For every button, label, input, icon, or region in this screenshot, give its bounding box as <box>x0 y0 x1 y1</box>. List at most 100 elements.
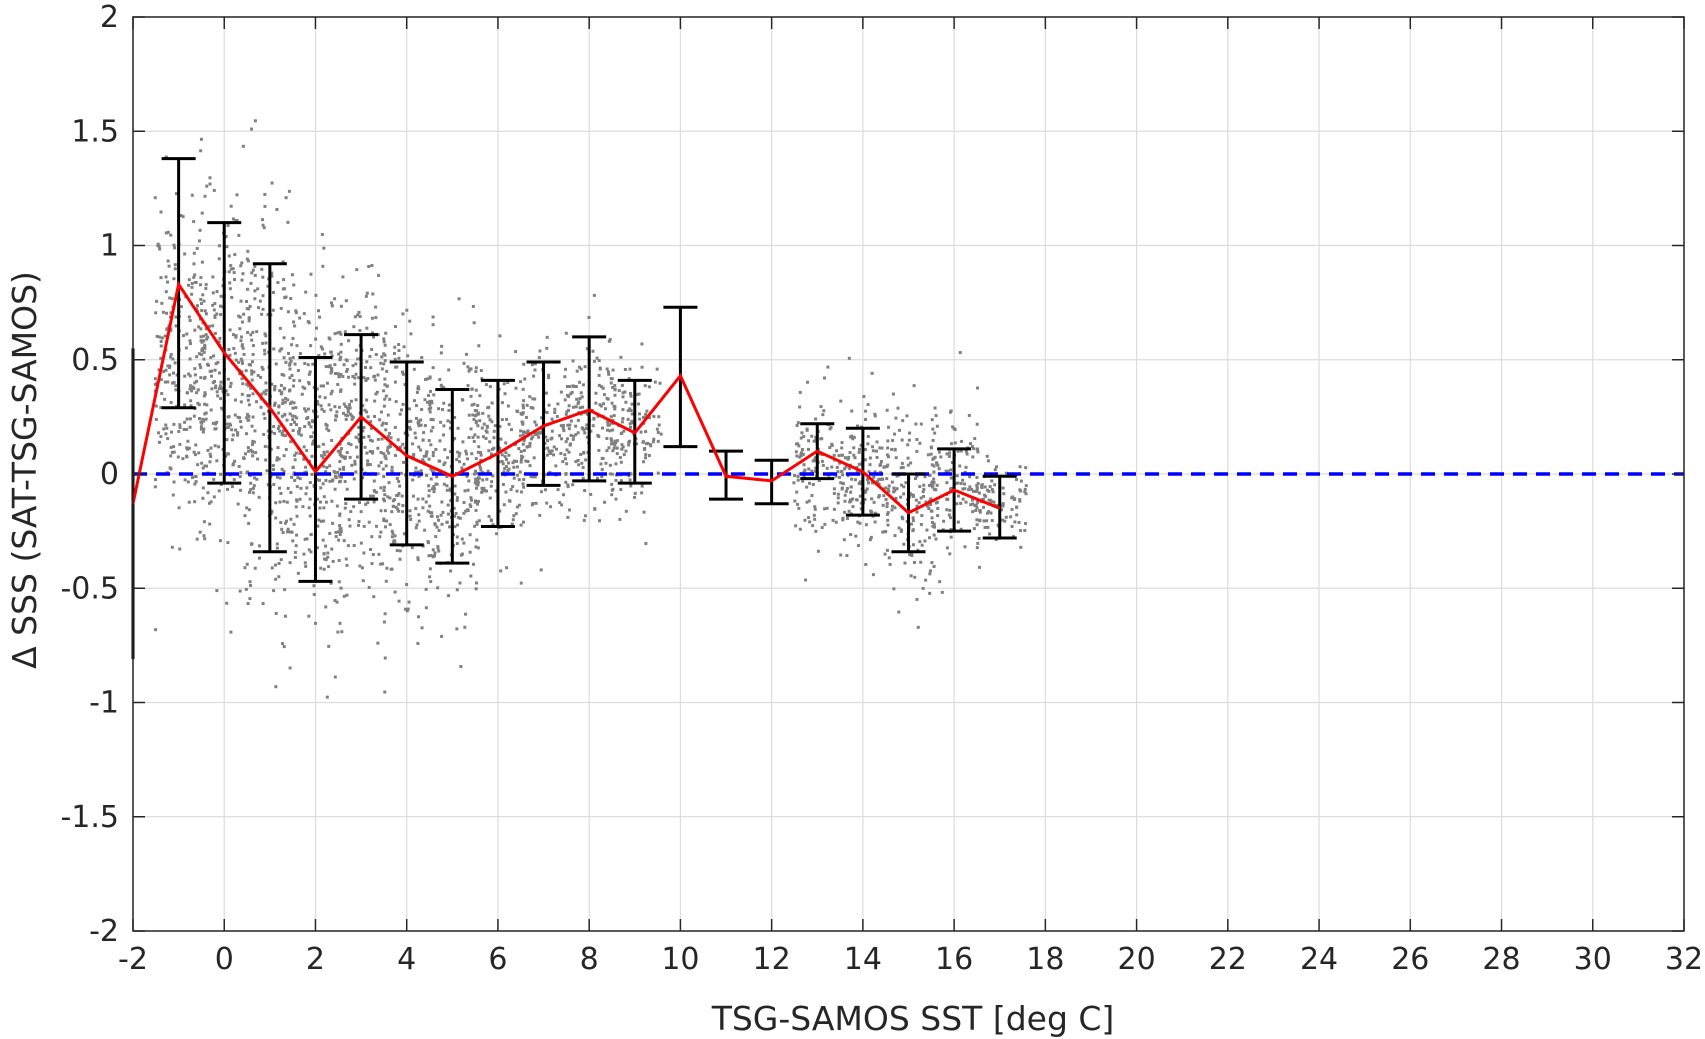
scatter-point <box>293 453 297 457</box>
scatter-point <box>372 479 376 483</box>
scatter-point <box>284 434 288 438</box>
scatter-point <box>226 541 230 545</box>
scatter-point <box>959 527 963 531</box>
scatter-point <box>652 437 656 441</box>
scatter-point <box>318 395 322 399</box>
scatter-point <box>894 416 898 420</box>
scatter-point <box>808 520 812 524</box>
scatter-point <box>156 242 160 246</box>
scatter-point <box>393 540 397 544</box>
scatter-point <box>928 536 932 540</box>
scatter-point <box>296 571 300 575</box>
scatter-point <box>317 444 321 448</box>
scatter-point <box>422 454 426 458</box>
scatter-point <box>836 501 840 505</box>
scatter-point <box>292 401 296 405</box>
scatter-point <box>471 413 475 417</box>
scatter-point <box>354 362 358 366</box>
scatter-point <box>554 464 558 468</box>
scatter-point <box>397 502 401 506</box>
scatter-point <box>478 419 482 423</box>
scatter-point <box>361 579 365 583</box>
scatter-point <box>1004 515 1008 519</box>
scatter-point <box>935 424 939 428</box>
scatter-point <box>362 376 366 380</box>
scatter-point <box>298 352 302 356</box>
scatter-point <box>294 544 298 548</box>
scatter-point <box>391 532 395 536</box>
scatter-point <box>1012 498 1016 502</box>
scatter-point <box>348 455 352 459</box>
scatter-point <box>928 591 932 595</box>
scatter-point <box>382 452 386 456</box>
scatter-point <box>357 501 361 505</box>
scatter-point <box>195 537 199 541</box>
scatter-point <box>329 350 333 354</box>
scatter-point <box>336 331 340 335</box>
scatter-point <box>1015 505 1019 509</box>
scatter-point <box>969 503 973 507</box>
scatter-point <box>201 496 205 500</box>
scatter-point <box>828 446 832 450</box>
scatter-point <box>883 530 887 534</box>
scatter-point <box>415 523 419 527</box>
scatter-point <box>376 437 380 441</box>
scatter-point <box>386 434 390 438</box>
scatter-point <box>247 521 251 525</box>
scatter-point <box>537 435 541 439</box>
scatter-point <box>277 457 281 461</box>
scatter-point <box>867 470 871 474</box>
scatter-point <box>857 462 861 466</box>
scatter-point <box>866 402 870 406</box>
scatter-point <box>383 455 387 459</box>
x-tick-label: 16 <box>935 942 973 977</box>
scatter-point <box>516 410 520 414</box>
scatter-point <box>280 372 284 376</box>
scatter-point <box>423 528 427 532</box>
scatter-point <box>873 520 877 524</box>
scatter-point <box>934 501 938 505</box>
scatter-point <box>976 541 980 545</box>
scatter-point <box>155 334 159 338</box>
scatter-point <box>613 443 617 447</box>
scatter-point <box>208 452 212 456</box>
scatter-point <box>657 423 661 427</box>
scatter-point <box>609 377 613 381</box>
scatter-point <box>291 466 295 470</box>
scatter-point <box>298 497 302 501</box>
scatter-point <box>338 524 342 528</box>
scatter-point <box>956 481 960 485</box>
scatter-point <box>303 561 307 565</box>
scatter-point <box>520 420 524 424</box>
scatter-point <box>442 463 446 467</box>
scatter-point <box>282 336 286 340</box>
scatter-point <box>988 532 992 536</box>
scatter-point <box>577 400 581 404</box>
scatter-point <box>467 435 471 439</box>
scatter-point <box>228 385 232 389</box>
scatter-point <box>201 346 205 350</box>
scatter-point <box>500 418 504 422</box>
scatter-point <box>159 276 163 280</box>
scatter-point <box>321 264 325 268</box>
scatter-point <box>425 473 429 477</box>
scatter-point <box>460 466 464 470</box>
x-tick-label: 10 <box>661 942 699 977</box>
scatter-point <box>609 439 613 443</box>
scatter-point <box>349 510 353 514</box>
x-tick-label: 2 <box>306 942 325 977</box>
scatter-point <box>297 429 301 433</box>
scatter-point <box>397 343 401 347</box>
scatter-point <box>318 506 322 510</box>
scatter-point <box>381 562 385 566</box>
scatter-point <box>1001 504 1005 508</box>
scatter-point <box>362 426 366 430</box>
scatter-point <box>479 453 483 457</box>
scatter-point <box>986 525 990 529</box>
scatter-point <box>188 425 192 429</box>
scatter-point <box>640 365 644 369</box>
scatter-point <box>256 287 260 291</box>
scatter-point <box>358 439 362 443</box>
scatter-point <box>209 446 213 450</box>
scatter-point <box>975 546 979 550</box>
